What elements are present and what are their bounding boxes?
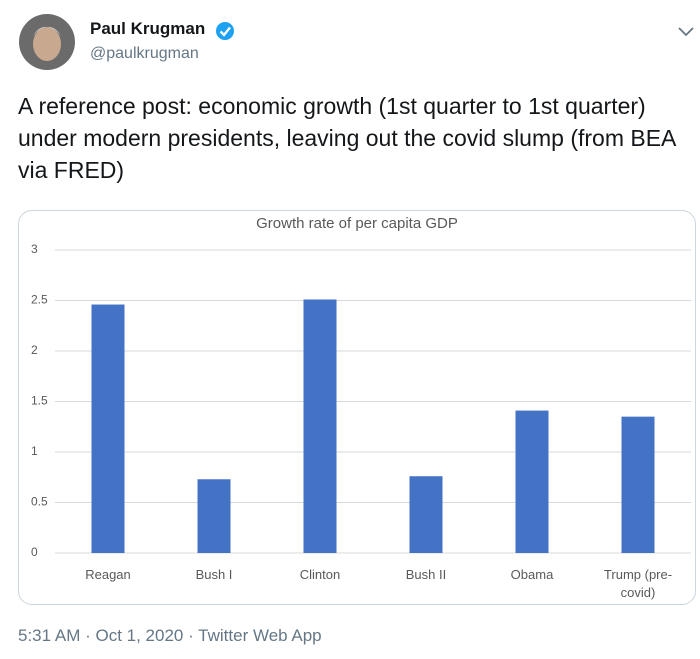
y-tick-label: 2 — [31, 343, 38, 357]
y-tick-label: 2.5 — [31, 293, 48, 307]
x-tick-label: Reagan — [85, 567, 131, 582]
bar — [303, 299, 337, 553]
bar — [197, 479, 231, 553]
x-tick-label: Bush II — [405, 567, 447, 582]
chart-title: Growth rate of per capita GDP — [256, 215, 458, 232]
y-tick-label: 1.5 — [31, 394, 48, 408]
more-chevron[interactable] — [678, 27, 694, 37]
x-tick-label: Trump (pre-covid) — [603, 567, 673, 600]
avatar-face — [33, 27, 61, 61]
display-name[interactable]: Paul Krugman — [90, 19, 206, 38]
bar — [409, 476, 443, 553]
x-tick-label: Obama — [510, 567, 554, 582]
verified-badge — [216, 22, 234, 40]
y-tick-label: 3 — [31, 242, 38, 256]
x-tick-label: Clinton — [299, 567, 341, 582]
bar — [91, 304, 125, 553]
x-tick-label: Bush I — [195, 567, 233, 582]
tweet-text: A reference post: economic growth (1st q… — [18, 93, 676, 183]
y-tick-label: 0.5 — [31, 495, 48, 509]
media-card[interactable] — [18, 210, 696, 605]
y-tick-label: 0 — [31, 545, 38, 559]
timestamp[interactable]: 5:31 AM · Oct 1, 2020 · Twitter Web App — [18, 626, 322, 645]
avatar-hair — [33, 26, 61, 36]
bar — [621, 416, 655, 553]
handle[interactable]: @paulkrugman — [90, 45, 199, 62]
y-tick-label: 1 — [31, 444, 38, 458]
bar — [515, 410, 549, 553]
